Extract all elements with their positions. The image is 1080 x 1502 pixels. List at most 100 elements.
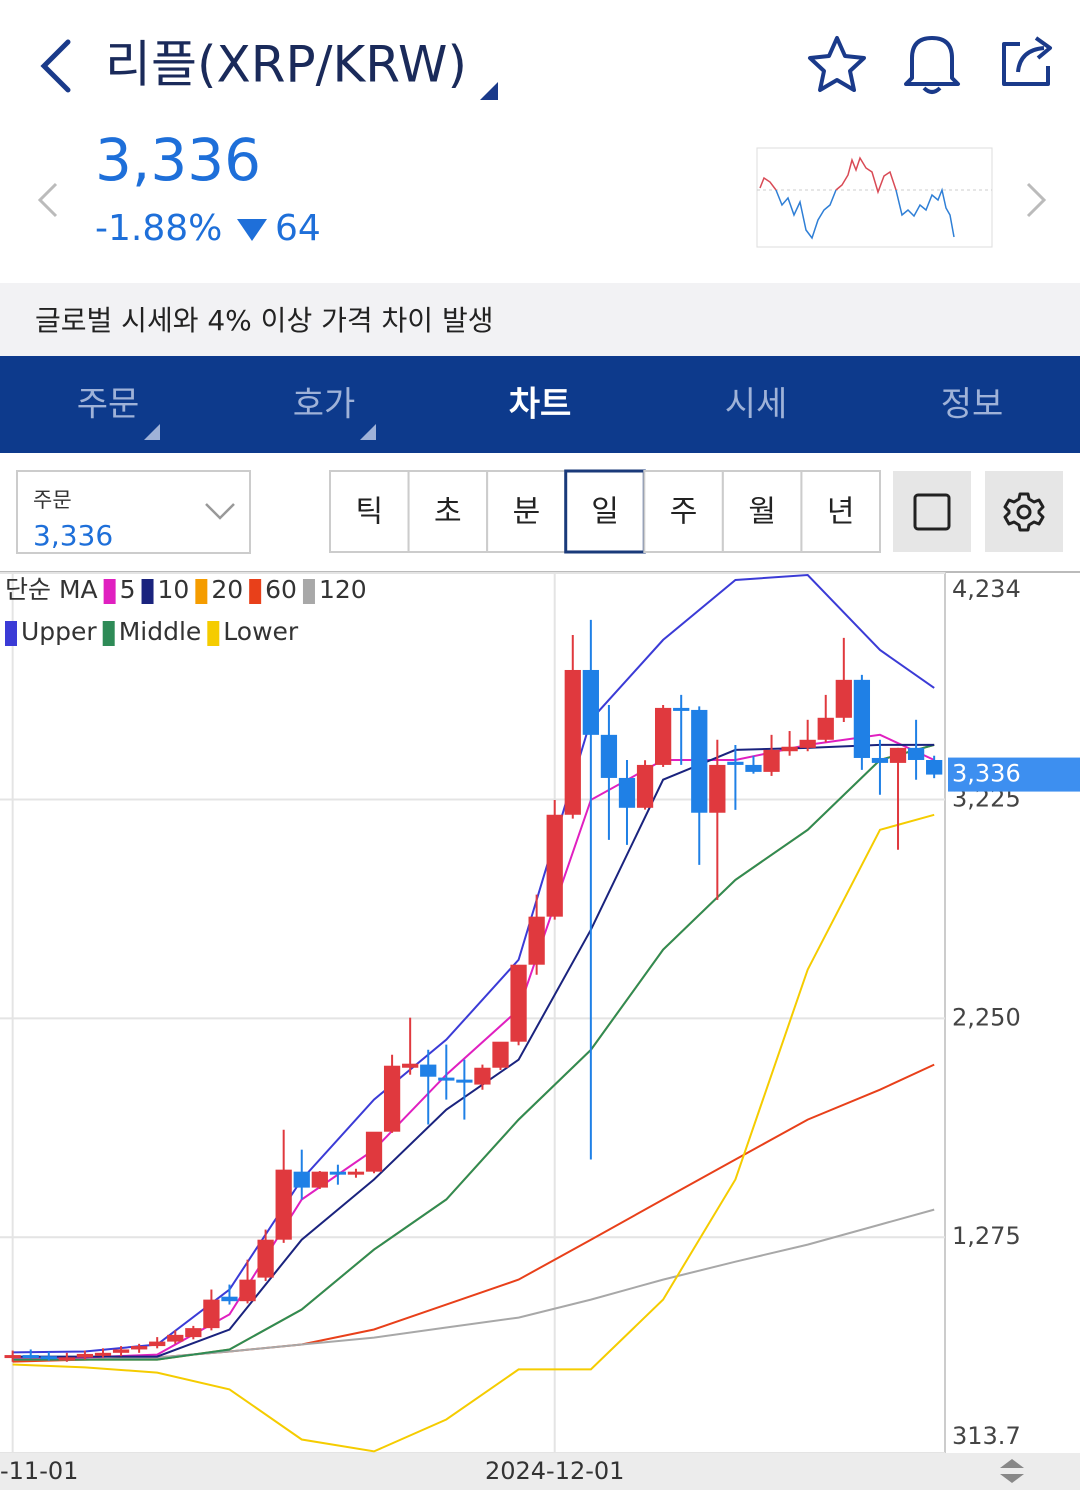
candle-body: [402, 1063, 419, 1068]
candle-body: [94, 1352, 112, 1356]
x-tick-label: 2024-12-01: [485, 1457, 624, 1485]
candle-body: [456, 1079, 473, 1083]
candle-body: [383, 1065, 401, 1132]
legend-swatch: [102, 621, 115, 646]
candle-body: [40, 1356, 57, 1360]
tab[interactable]: 주문: [77, 385, 140, 425]
drawing-icon: [913, 493, 951, 531]
next-arrow[interactable]: [1026, 182, 1047, 218]
candle-body: [636, 764, 654, 808]
candle-body: [745, 764, 762, 772]
candle-body: [474, 1067, 491, 1085]
time-axis-labels: -11-01 2024-12-01: [0, 1457, 624, 1485]
candle-body: [673, 707, 690, 711]
candle-body: [907, 747, 925, 760]
period-button[interactable]: [486, 470, 567, 553]
candle-body: [293, 1171, 310, 1188]
candle-body: [329, 1171, 347, 1175]
candle-body: [510, 964, 527, 1042]
drawing-button[interactable]: [893, 471, 971, 552]
notice-bar: [0, 283, 1080, 356]
back-button[interactable]: [40, 39, 71, 93]
change-amount: 64: [275, 208, 321, 249]
alarm-icon[interactable]: [904, 36, 960, 94]
settings-button[interactable]: [985, 471, 1063, 552]
tab[interactable]: 시세: [725, 385, 788, 425]
candle-body: [926, 759, 943, 775]
legend-label: 5: [120, 575, 136, 604]
legend-label: 60: [265, 575, 297, 604]
legend-label: Lower: [223, 617, 299, 646]
y-tick-label: 1,275: [952, 1222, 1021, 1250]
order-chevron: [205, 503, 235, 520]
candle-body: [311, 1171, 328, 1188]
candle-body: [347, 1171, 365, 1175]
tabs: 주문 호가 차트 시세 정보: [77, 385, 1004, 425]
candle-body: [781, 746, 798, 752]
period-label: 초: [434, 495, 462, 530]
mini-chart-down: [895, 187, 955, 238]
prev-arrow[interactable]: [37, 182, 58, 218]
indicator-line: [12, 743, 935, 1361]
candle-body: [600, 734, 618, 778]
indicator-line: [12, 1063, 935, 1363]
down-triangle: [237, 219, 267, 241]
candle-body: [817, 717, 834, 740]
mini-chart-up: [835, 156, 897, 195]
candle-body: [438, 1077, 455, 1081]
last-price: 3,336: [95, 126, 261, 194]
favorite-icon[interactable]: [808, 36, 866, 92]
mini-chart-up: [759, 176, 777, 191]
mini-chart[interactable]: [756, 147, 993, 248]
indicator-line: [12, 813, 935, 1453]
candle-body: [835, 679, 852, 718]
last-price-tag: [948, 757, 1080, 792]
time-axis: [0, 1453, 1080, 1490]
candle-body: [22, 1355, 39, 1359]
candle-body: [763, 749, 780, 772]
tab[interactable]: 차트: [509, 385, 572, 425]
title-dropdown[interactable]: [480, 82, 498, 100]
legend-swatch: [249, 579, 262, 604]
candle-body: [76, 1353, 94, 1358]
y-tick-label: 4,234: [952, 575, 1021, 603]
mini-chart-down: [775, 189, 837, 240]
last-price-label: 3,336: [952, 760, 1021, 788]
candle-body: [365, 1131, 383, 1172]
candle-body: [58, 1357, 75, 1361]
candle-body: [185, 1328, 202, 1338]
period-label: 주: [670, 495, 698, 530]
plot-area: [4, 573, 943, 1453]
order-label: 주문: [33, 488, 72, 512]
candle-body: [149, 1341, 166, 1347]
period-button[interactable]: [800, 470, 882, 553]
period-button[interactable]: [643, 470, 724, 553]
resize-handle[interactable]: [1000, 1459, 1024, 1483]
candle-body: [691, 709, 708, 813]
candle-body: [130, 1346, 148, 1350]
tab[interactable]: 정보: [941, 385, 1004, 425]
candle-body: [853, 679, 871, 758]
legend-label: Middle: [119, 617, 202, 646]
indicator-line: [12, 573, 935, 1354]
candle-body: [167, 1334, 184, 1342]
share-icon[interactable]: [1002, 36, 1052, 86]
period-label: 일: [591, 495, 619, 530]
candle-body: [709, 764, 726, 813]
legend-label: 120: [319, 575, 367, 604]
legend-label: 단순 MA: [5, 575, 98, 604]
legend-label: 10: [158, 575, 190, 604]
period-label: 년: [827, 495, 855, 530]
tab[interactable]: 호가: [293, 385, 356, 425]
x-tick-label: -11-01: [0, 1457, 78, 1485]
candle-body: [564, 669, 581, 815]
change-percent: -1.88%: [95, 208, 222, 249]
legend-swatch: [195, 579, 208, 604]
candle-body: [528, 916, 545, 965]
order-select[interactable]: [16, 470, 251, 554]
legend-swatch: [141, 579, 154, 604]
tab-bar: [0, 356, 1080, 453]
